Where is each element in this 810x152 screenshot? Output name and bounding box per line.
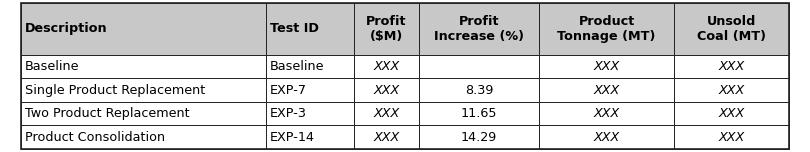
Bar [674,78,789,102]
Bar [419,125,539,149]
Bar [674,125,789,149]
Bar [266,55,354,78]
Text: XXX: XXX [373,107,399,120]
Bar [21,102,266,125]
Bar [674,55,789,78]
Text: EXP-14: EXP-14 [270,131,315,144]
Bar [674,3,789,55]
Bar [21,3,266,55]
Bar [539,125,674,149]
Bar [266,102,354,125]
Bar [419,3,539,55]
Text: XXX: XXX [373,84,399,97]
Bar [21,125,266,149]
Text: XXX: XXX [718,107,744,120]
Bar [539,3,674,55]
Text: XXX: XXX [718,60,744,73]
Text: Unsold
Coal (MT): Unsold Coal (MT) [697,15,766,43]
Text: Product
Tonnage (MT): Product Tonnage (MT) [557,15,655,43]
Text: 8.39: 8.39 [465,84,493,97]
Text: XXX: XXX [594,107,620,120]
Text: Two Product Replacement: Two Product Replacement [25,107,190,120]
Text: 11.65: 11.65 [461,107,497,120]
Bar [539,78,674,102]
Text: Profit
($M): Profit ($M) [366,15,407,43]
Bar [419,102,539,125]
Text: Single Product Replacement: Single Product Replacement [25,84,205,97]
Text: Baseline: Baseline [270,60,325,73]
Bar [419,55,539,78]
Bar [354,3,419,55]
Bar [354,78,419,102]
Bar [354,125,419,149]
Bar [21,78,266,102]
Bar [539,55,674,78]
Text: Test ID: Test ID [270,22,319,35]
Text: Profit
Increase (%): Profit Increase (%) [434,15,524,43]
Bar [21,55,266,78]
Text: EXP-7: EXP-7 [270,84,307,97]
Text: XXX: XXX [373,60,399,73]
Text: EXP-3: EXP-3 [270,107,307,120]
Text: XXX: XXX [594,60,620,73]
Bar [266,125,354,149]
Bar [266,3,354,55]
Bar [419,78,539,102]
Text: Product Consolidation: Product Consolidation [25,131,165,144]
Bar [354,55,419,78]
Text: Baseline: Baseline [25,60,79,73]
Bar [674,102,789,125]
Bar [266,78,354,102]
Text: XXX: XXX [718,131,744,144]
Text: Description: Description [25,22,108,35]
Text: XXX: XXX [594,84,620,97]
Text: XXX: XXX [594,131,620,144]
Text: XXX: XXX [373,131,399,144]
Bar [539,102,674,125]
Text: 14.29: 14.29 [461,131,497,144]
Bar [354,102,419,125]
Text: XXX: XXX [718,84,744,97]
